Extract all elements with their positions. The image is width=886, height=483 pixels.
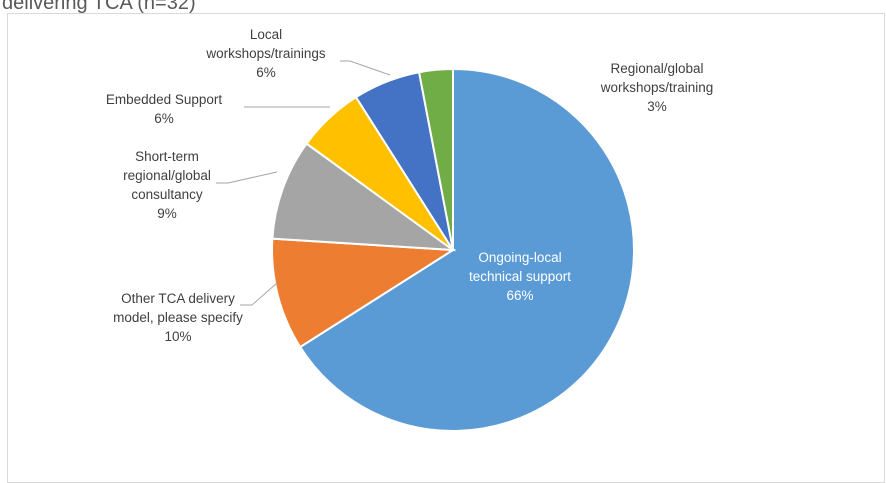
slice-label: Short-term regional/global consultancy 9% [123,149,211,221]
slice-label: Regional/global workshops/training 3% [600,61,714,114]
slice-label: Other TCA delivery model, please specify 1… [113,291,243,344]
chart-title: delivering TCA (n=32) [2,0,196,14]
pie-slice [271,142,457,252]
pie-slice [417,67,454,251]
pie-slice [298,67,635,432]
slice-label: Ongoing-local technical support 66% [469,250,571,303]
leader-line [216,171,278,184]
pie-slice [271,237,457,349]
slice-label: Local workshops/trainings 6% [205,27,326,80]
leader-line [240,282,278,306]
pie-chart: Ongoing-local technical support 66% Other T… [106,27,714,432]
leader-line [340,60,391,76]
slice-label: Embedded Support 6% [106,92,223,126]
